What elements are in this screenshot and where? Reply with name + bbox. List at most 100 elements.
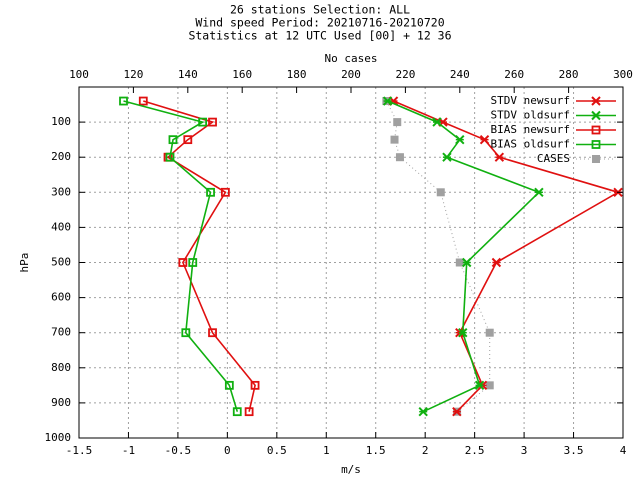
data-point	[188, 258, 198, 267]
x-tick-label: 1.5	[366, 444, 386, 457]
data-point	[485, 381, 494, 390]
data-point	[382, 96, 393, 106]
data-point	[165, 152, 175, 162]
data-point	[206, 187, 215, 197]
legend-item: CASES	[537, 152, 616, 165]
x2-tick-label: 180	[287, 68, 307, 81]
data-point	[220, 187, 230, 197]
legend-label: CASES	[537, 152, 570, 165]
x-tick-label: 3	[521, 444, 528, 457]
x-tick-label: -1.5	[66, 444, 93, 457]
data-point	[198, 117, 208, 127]
y-axis-title: hPa	[18, 253, 31, 273]
legend-swatch-marker	[591, 110, 601, 121]
legend-label: STDV oldsurf	[491, 109, 570, 122]
x2-tick-label: 240	[450, 68, 470, 81]
legend-label: STDV newsurf	[491, 94, 570, 107]
x2-tick-label: 260	[504, 68, 524, 81]
data-point	[432, 117, 442, 127]
x-tick-label: 0.5	[267, 444, 287, 457]
legend-item: BIAS oldsurf	[491, 138, 616, 151]
data-point	[534, 187, 544, 198]
data-point	[494, 152, 505, 162]
legend-item: STDV oldsurf	[491, 109, 616, 122]
x2-tick-label: 220	[395, 68, 415, 81]
legend-swatch-marker	[591, 125, 601, 135]
data-point	[232, 407, 242, 417]
y-tick-label: 500	[51, 256, 71, 269]
x-tick-label: -1	[122, 444, 135, 457]
axis-ticks: -1.5 -1 -0.5 0 0.5 1 1.5 2 2.5 3 3.5 4 100 120 140 160 1…	[45, 68, 633, 457]
legend-swatch-marker	[592, 155, 600, 163]
data-point	[181, 328, 191, 338]
data-point	[455, 134, 465, 145]
data-point	[462, 257, 472, 268]
y-tick-label: 300	[51, 185, 71, 198]
x2-tick-label: 300	[613, 68, 633, 81]
x2-axis-title: No cases	[325, 52, 378, 65]
data-point	[418, 406, 428, 417]
data-point	[452, 406, 462, 417]
y-tick-label: 700	[51, 326, 71, 339]
y-tick-label: 900	[51, 396, 71, 409]
series-bias-oldsurf	[119, 96, 242, 417]
series-bias-newsurf	[138, 96, 260, 417]
data-point	[455, 258, 464, 267]
data-point	[390, 135, 399, 144]
data-point	[178, 258, 188, 267]
x-tick-label: 1	[323, 444, 330, 457]
data-point	[491, 257, 502, 268]
data-point	[395, 153, 404, 162]
legend-item: BIAS newsurf	[491, 123, 616, 136]
y-tick-label: 100	[51, 115, 71, 128]
x-tick-label: 2.5	[465, 444, 485, 457]
axis-titles: m/s No cases hPa	[18, 52, 377, 476]
data-point	[485, 328, 494, 337]
x2-tick-label: 160	[232, 68, 252, 81]
y-tick-label: 200	[51, 150, 71, 163]
data-point	[458, 327, 468, 338]
x2-tick-label: 200	[341, 68, 361, 81]
y-tick-label: 1000	[45, 431, 72, 444]
data-point	[208, 328, 217, 338]
series-line	[143, 100, 256, 412]
x2-tick-label: 100	[69, 68, 89, 81]
chart-title-line: Statistics at 12 UTC Used [00] + 12 36	[188, 29, 451, 43]
data-point	[208, 117, 217, 127]
legend-label: BIAS newsurf	[491, 123, 570, 136]
legend-swatch-marker	[591, 140, 601, 149]
data-point	[138, 96, 148, 106]
y-tick-label: 600	[51, 291, 71, 304]
legend-item: STDV newsurf	[491, 94, 616, 107]
series-stdv-oldsurf	[382, 96, 544, 417]
data-point	[479, 134, 490, 145]
data-point	[224, 380, 234, 390]
x-tick-label: -0.5	[165, 444, 192, 457]
data-point	[393, 118, 402, 127]
data-point	[442, 152, 452, 162]
grid-lines	[79, 87, 623, 438]
x2-tick-label: 140	[178, 68, 198, 81]
series-line	[123, 100, 239, 412]
legend-label: BIAS oldsurf	[491, 138, 570, 151]
data-point	[119, 96, 128, 106]
data-point	[474, 380, 485, 391]
x2-tick-label: 280	[559, 68, 579, 81]
data-point	[244, 407, 254, 417]
chart-title-line: 26 stations Selection: ALL	[230, 3, 410, 17]
data-point	[183, 135, 193, 145]
data-point	[436, 188, 445, 197]
x-tick-label: 0	[224, 444, 231, 457]
legend-swatch-marker	[591, 96, 601, 106]
x-tick-label: 4	[620, 444, 627, 457]
x-axis-title: m/s	[341, 463, 361, 476]
x-tick-label: 2	[422, 444, 429, 457]
data-point	[168, 135, 178, 145]
chart-title-line: Wind speed Period: 20210716-20210720	[195, 16, 444, 30]
y-tick-label: 400	[51, 220, 71, 233]
x-tick-label: 3.5	[564, 444, 584, 457]
y-tick-label: 800	[51, 361, 71, 374]
